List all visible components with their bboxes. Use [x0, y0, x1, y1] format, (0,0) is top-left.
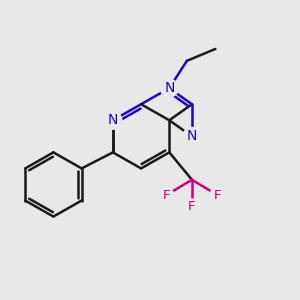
Text: N: N [187, 129, 197, 143]
Circle shape [184, 199, 199, 214]
Text: F: F [188, 200, 196, 213]
Circle shape [160, 79, 178, 97]
Circle shape [104, 111, 122, 129]
Text: F: F [214, 189, 221, 202]
Circle shape [210, 188, 225, 203]
Circle shape [159, 188, 174, 203]
Text: N: N [164, 81, 175, 95]
Circle shape [183, 128, 201, 145]
Text: N: N [108, 113, 118, 127]
Text: F: F [163, 189, 170, 202]
